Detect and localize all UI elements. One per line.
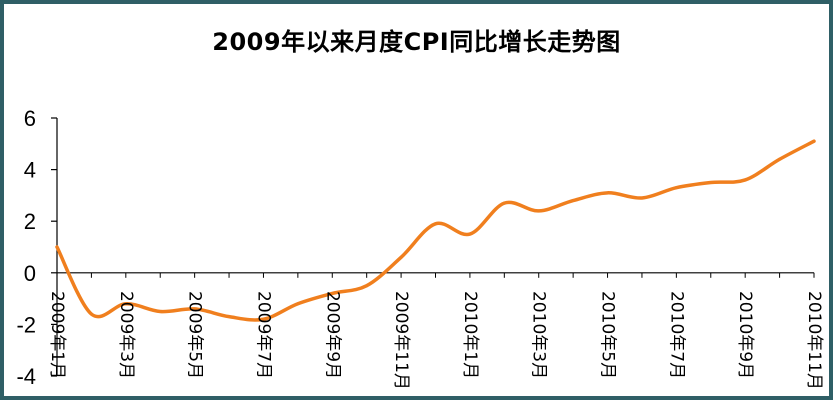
y-tick-label: -4 [16,364,36,389]
data-point [55,245,59,249]
data-point [468,232,472,236]
labels-layer: -4 -2 0 2 4 6 2009年1月 2009年3月 2009年5月 2009年7月 2009… [16,106,824,390]
data-point [296,302,300,306]
y-tick-label: -2 [16,312,36,337]
x-tick-label: 2009年7月 [253,291,273,379]
series-layer [55,139,816,322]
y-tick-label: 6 [24,106,36,131]
data-point [640,196,644,200]
data-point [261,317,265,321]
x-tick-label: 2009年3月 [116,291,136,379]
y-tick-label: 0 [24,261,36,286]
line-chart: -4 -2 0 2 4 6 2009年1月 2009年3月 2009年5月 2009年7月 2009… [16,106,824,390]
data-point [606,191,610,195]
x-tick-label: 2010年5月 [598,291,618,379]
x-tick-label: 2010年3月 [529,291,549,379]
data-point [537,209,541,213]
data-point [571,199,575,203]
data-point [778,157,782,161]
x-tick-label: 2009年9月 [322,291,342,379]
x-tick-label: 2009年5月 [185,291,205,379]
series-line [55,139,816,322]
data-point [674,186,678,190]
data-point [502,201,506,205]
chart-title: 2009年以来月度CPI同比增长走势图 [212,28,621,56]
data-point [158,310,162,313]
x-tick-label: 2009年11月 [391,291,411,390]
data-point [399,255,403,259]
data-point [89,312,93,316]
x-tick-label: 2010年11月 [804,291,824,390]
data-point [124,302,128,306]
data-point [434,222,437,226]
data-point [330,291,334,295]
x-tick-label: 2010年7月 [666,291,686,379]
x-tick-label: 2010年1月 [460,291,480,379]
x-tick-label: 2010年9月 [735,291,755,379]
axes [51,117,815,377]
y-tick-label: 2 [24,209,36,234]
x-tick-label: 2009年1月 [47,291,67,379]
data-point [709,181,713,184]
data-point [812,139,816,143]
data-point [365,284,369,288]
data-point [227,315,231,319]
data-point [743,178,747,182]
data-point [193,307,197,311]
y-tick-label: 4 [24,158,36,183]
